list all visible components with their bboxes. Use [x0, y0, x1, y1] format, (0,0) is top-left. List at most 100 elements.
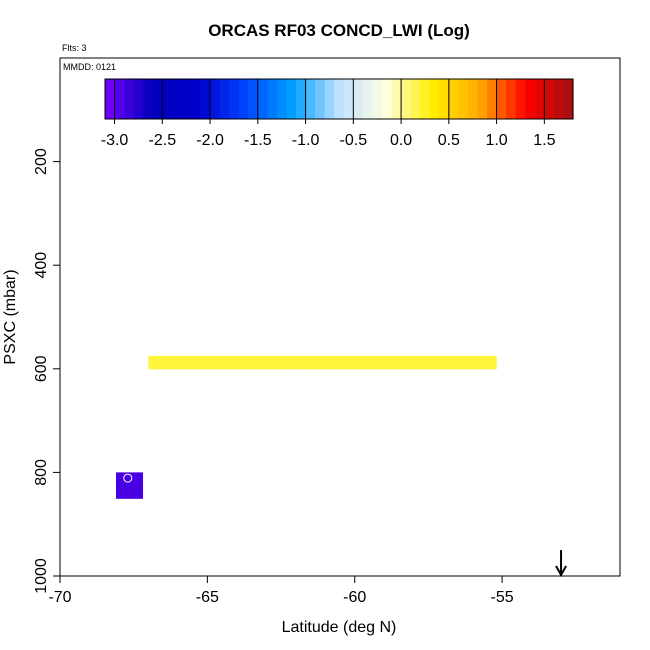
observation-circle: [497, 512, 507, 522]
heatmap-cell: [126, 472, 129, 499]
colorbar-segment: [229, 79, 240, 119]
observation-circle: [164, 543, 174, 553]
y-axis-label: PSXC (mbar): [2, 269, 19, 364]
colorbar-tick-label: 1.0: [485, 132, 507, 149]
observation-circle: [199, 512, 209, 522]
heatmap-cell: [217, 355, 236, 370]
colorbar-segment: [238, 79, 249, 119]
colorbar: -3.0 -2.5 -2.0 -1.5 -1.0 -0.5 0.0 0.5 1.0 1.5: [101, 78, 574, 149]
colorbar-segment: [219, 79, 230, 119]
heatmap-cell: [148, 355, 167, 370]
observation-circles: [84, 333, 507, 574]
colorbar-segment: [315, 79, 326, 119]
observation-circle: [123, 473, 133, 483]
observation-circle: [211, 388, 221, 398]
colorbar-tick-label: 0.5: [438, 132, 460, 149]
colorbar-segment: [286, 79, 297, 119]
heatmap-cell: [287, 355, 306, 370]
heatmap-cell: [200, 355, 219, 370]
heatmap-cell: [426, 355, 445, 370]
heatmap-cell: [252, 355, 271, 370]
arrow-head: [555, 565, 567, 578]
heatmap-cell: [141, 472, 144, 499]
observation-circle: [350, 561, 360, 571]
heatmap-cell: [118, 472, 121, 499]
heatmap-cell: [183, 355, 202, 370]
y-tick-label: 200: [33, 148, 50, 175]
arrow-marker: [555, 550, 567, 578]
colorbar-segment: [487, 79, 498, 119]
colorbar-segment: [439, 79, 450, 119]
observation-circle: [282, 519, 292, 529]
heatmap-cell: [130, 472, 133, 499]
colorbar-segment: [353, 79, 364, 119]
colorbar-segment: [276, 79, 288, 119]
colorbar-tick-label: -2.0: [196, 132, 224, 149]
heatmap-cell: [119, 472, 122, 499]
colorbar-segment: [248, 79, 259, 119]
heatmap-cell: [478, 355, 497, 370]
y-tick-label: 1000: [33, 558, 50, 594]
x-tick-label: -55: [491, 589, 514, 606]
heatmap-cell: [117, 472, 120, 499]
heatmap-cell: [127, 472, 130, 499]
colorbar-segment: [506, 79, 517, 119]
colorbar-tick-label: -3.0: [101, 132, 129, 149]
observation-circle: [102, 548, 112, 558]
colorbar-segment: [124, 79, 135, 119]
observation-circle: [173, 474, 183, 484]
heatmap-cell: [125, 472, 128, 499]
colorbar-segment: [544, 79, 555, 119]
heatmap-cell: [121, 472, 124, 499]
colorbar-segment: [391, 79, 402, 119]
heatmap-cell: [339, 355, 358, 370]
flights-label: Flts: 3: [62, 43, 87, 53]
colorbar-segment: [467, 79, 479, 119]
colorbar-segment: [515, 79, 526, 119]
observation-circle: [158, 546, 168, 556]
heatmap-cell: [374, 355, 393, 370]
observation-circle: [285, 556, 295, 566]
y-tick-label: 800: [33, 459, 50, 486]
heatmap-cell: [123, 472, 126, 499]
observation-circle: [300, 444, 310, 454]
colorbar-segment: [162, 79, 173, 119]
colorbar-segment: [448, 79, 459, 119]
heatmap-cell: [409, 355, 428, 370]
heatmap-cell: [135, 472, 138, 499]
date-label: MMDD: 0121: [63, 62, 116, 72]
colorbar-segment: [458, 79, 469, 119]
y-tick-label: 600: [33, 355, 50, 382]
colorbar-segment: [429, 79, 440, 119]
colorbar-tick-label: -1.0: [292, 132, 320, 149]
plot-frame: [59, 57, 621, 577]
colorbar-segment: [534, 79, 545, 119]
observation-circle: [267, 396, 277, 406]
colorbar-tick-label: -1.5: [244, 132, 272, 149]
colorbar-segment: [152, 79, 163, 119]
observation-circle: [367, 333, 377, 343]
heatmap-cell: [322, 355, 341, 370]
colorbar-tick-label: -0.5: [340, 132, 368, 149]
observation-circle: [332, 371, 342, 381]
heatmap-cell: [131, 472, 134, 499]
colorbar-segment: [296, 79, 307, 119]
x-tick-label: -65: [196, 589, 219, 606]
colorbar-segment: [563, 79, 574, 119]
colorbar-segment: [267, 79, 278, 119]
observation-circle: [188, 546, 198, 556]
y-axis: 200 400 600 800 1000: [33, 148, 60, 594]
x-tick-label: -70: [48, 589, 71, 606]
colorbar-tick-label: -2.5: [149, 132, 177, 149]
observation-circle: [356, 442, 366, 451]
colorbar-segment: [381, 79, 393, 119]
observation-circle: [149, 474, 159, 484]
heatmap-cell: [391, 355, 410, 370]
heatmap-cell: [461, 355, 480, 370]
heatmap-cell: [357, 355, 375, 370]
heatmap-cell: [116, 472, 118, 499]
heatmap-cell: [122, 472, 125, 499]
colorbar-segment: [171, 79, 183, 119]
x-axis-label: Latitude (deg N): [282, 619, 397, 636]
heatmap-cell: [133, 472, 136, 499]
